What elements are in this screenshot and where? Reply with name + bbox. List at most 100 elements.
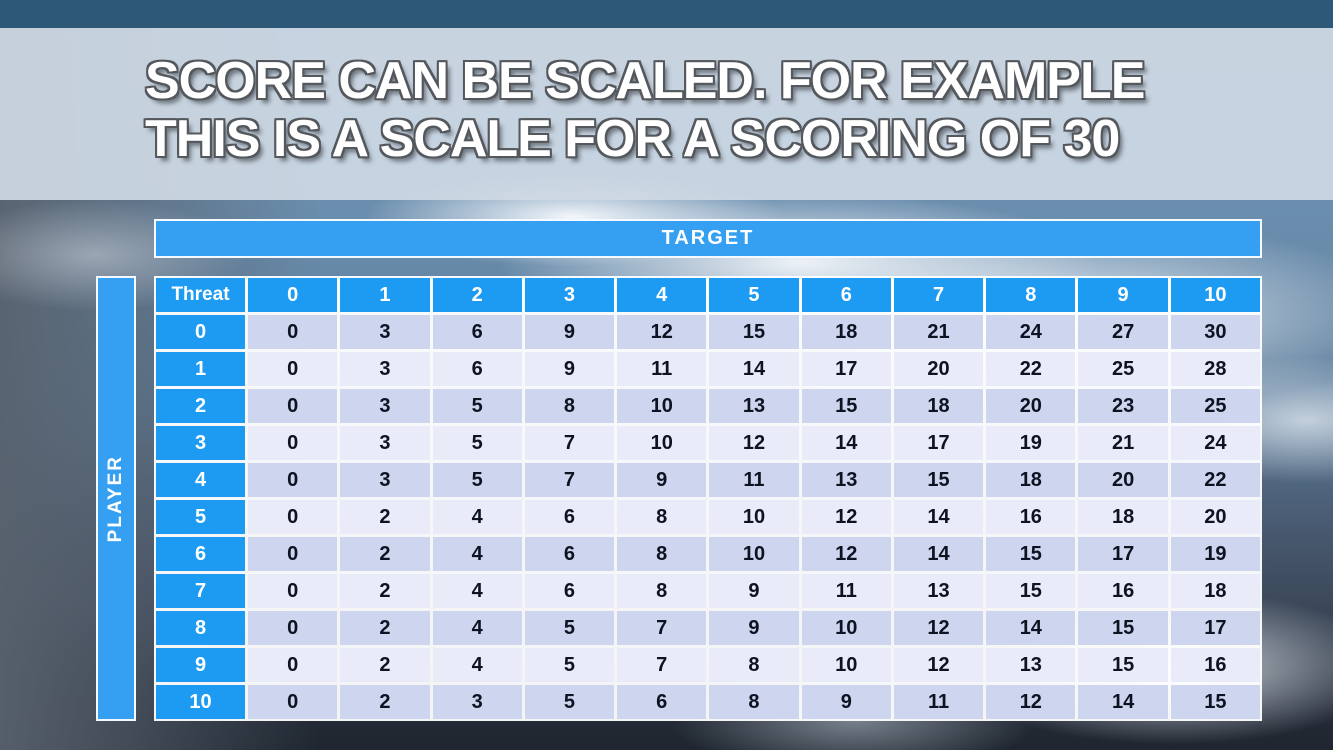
score-cell-r0-c6: 18 [801, 315, 891, 349]
score-cell-r7-c9: 16 [1078, 574, 1168, 608]
score-cell-r9-c0: 0 [248, 648, 338, 682]
score-cell-r8-c7: 12 [893, 611, 984, 645]
target-header-bar: TARGET [154, 219, 1262, 258]
score-cell-r10-c10: 15 [1170, 685, 1260, 719]
score-cell-r10-c3: 5 [524, 685, 615, 719]
score-cell-r9-c1: 2 [340, 648, 430, 682]
score-cell-r2-c9: 23 [1078, 389, 1168, 423]
score-cell-r5-c0: 0 [248, 500, 338, 534]
score-cell-r5-c2: 4 [432, 500, 522, 534]
score-cell-r9-c7: 12 [893, 648, 984, 682]
score-cell-r7-c4: 8 [617, 574, 707, 608]
score-cell-r5-c10: 20 [1170, 500, 1260, 534]
score-cell-r6-c10: 19 [1170, 537, 1260, 571]
score-cell-r4-c4: 9 [617, 463, 707, 497]
score-cell-r4-c3: 7 [524, 463, 615, 497]
score-cell-r5-c6: 12 [801, 500, 891, 534]
score-cell-r2-c10: 25 [1170, 389, 1260, 423]
score-cell-r0-c10: 30 [1170, 315, 1260, 349]
score-cell-r7-c6: 11 [801, 574, 891, 608]
row-header-0: 0 [156, 315, 245, 349]
score-cell-r10-c8: 12 [986, 685, 1076, 719]
score-cell-r6-c6: 12 [801, 537, 891, 571]
column-header-0: 0 [248, 278, 338, 312]
score-cell-r10-c9: 14 [1078, 685, 1168, 719]
score-cell-r6-c3: 6 [524, 537, 615, 571]
score-cell-r3-c4: 10 [617, 426, 707, 460]
score-cell-r6-c8: 15 [986, 537, 1076, 571]
score-cell-r0-c1: 3 [340, 315, 430, 349]
score-cell-r6-c1: 2 [340, 537, 430, 571]
column-header-3: 3 [524, 278, 615, 312]
slide-title-line-2: THIS IS A SCALE FOR A SCORING OF 30 [145, 110, 1120, 168]
score-cell-r2-c7: 18 [893, 389, 984, 423]
column-header-6: 6 [801, 278, 891, 312]
score-cell-r6-c4: 8 [617, 537, 707, 571]
score-cell-r0-c8: 24 [986, 315, 1076, 349]
score-cell-r1-c6: 17 [801, 352, 891, 386]
score-cell-r9-c3: 5 [524, 648, 615, 682]
score-cell-r7-c2: 4 [432, 574, 522, 608]
score-cell-r8-c0: 0 [248, 611, 338, 645]
score-cell-r5-c5: 10 [709, 500, 799, 534]
score-cell-r2-c1: 3 [340, 389, 430, 423]
score-cell-r3-c3: 7 [524, 426, 615, 460]
row-header-8: 8 [156, 611, 245, 645]
score-cell-r4-c9: 20 [1078, 463, 1168, 497]
score-cell-r1-c7: 20 [893, 352, 984, 386]
score-cell-r6-c0: 0 [248, 537, 338, 571]
score-cell-r8-c10: 17 [1170, 611, 1260, 645]
score-cell-r6-c7: 14 [893, 537, 984, 571]
score-cell-r9-c8: 13 [986, 648, 1076, 682]
score-cell-r2-c2: 5 [432, 389, 522, 423]
score-cell-r8-c9: 15 [1078, 611, 1168, 645]
score-cell-r2-c8: 20 [986, 389, 1076, 423]
score-cell-r3-c2: 5 [432, 426, 522, 460]
score-cell-r10-c7: 11 [893, 685, 984, 719]
score-cell-r3-c10: 24 [1170, 426, 1260, 460]
score-cell-r9-c4: 7 [617, 648, 707, 682]
score-cell-r10-c1: 2 [340, 685, 430, 719]
score-cell-r4-c10: 22 [1170, 463, 1260, 497]
score-cell-r3-c9: 21 [1078, 426, 1168, 460]
score-cell-r4-c1: 3 [340, 463, 430, 497]
score-cell-r4-c0: 0 [248, 463, 338, 497]
score-cell-r4-c7: 15 [893, 463, 984, 497]
score-cell-r3-c7: 17 [893, 426, 984, 460]
slide-title-line-1: SCORE CAN BE SCALED. FOR EXAMPLE [145, 52, 1145, 110]
score-cell-r7-c5: 9 [709, 574, 799, 608]
score-cell-r9-c2: 4 [432, 648, 522, 682]
top-band [0, 0, 1333, 28]
score-cell-r7-c3: 6 [524, 574, 615, 608]
score-cell-r4-c2: 5 [432, 463, 522, 497]
column-header-2: 2 [432, 278, 522, 312]
score-cell-r7-c10: 18 [1170, 574, 1260, 608]
row-header-4: 4 [156, 463, 245, 497]
score-cell-r1-c8: 22 [986, 352, 1076, 386]
row-header-10: 10 [156, 685, 245, 719]
score-cell-r0-c3: 9 [524, 315, 615, 349]
score-cell-r1-c1: 3 [340, 352, 430, 386]
score-cell-r1-c4: 11 [617, 352, 707, 386]
score-cell-r5-c3: 6 [524, 500, 615, 534]
score-cell-r5-c8: 16 [986, 500, 1076, 534]
row-header-2: 2 [156, 389, 245, 423]
score-cell-r10-c2: 3 [432, 685, 522, 719]
score-cell-r8-c1: 2 [340, 611, 430, 645]
score-cell-r10-c5: 8 [709, 685, 799, 719]
score-cell-r5-c9: 18 [1078, 500, 1168, 534]
score-cell-r5-c4: 8 [617, 500, 707, 534]
score-cell-r2-c5: 13 [709, 389, 799, 423]
score-cell-r0-c0: 0 [248, 315, 338, 349]
score-cell-r7-c0: 0 [248, 574, 338, 608]
score-cell-r5-c1: 2 [340, 500, 430, 534]
row-header-9: 9 [156, 648, 245, 682]
score-cell-r3-c8: 19 [986, 426, 1076, 460]
column-header-1: 1 [340, 278, 430, 312]
score-cell-r9-c6: 10 [801, 648, 891, 682]
threat-corner-header-cell: Threat [156, 278, 245, 312]
score-cell-r2-c6: 15 [801, 389, 891, 423]
column-header-4: 4 [617, 278, 707, 312]
title-band: SCORE CAN BE SCALED. FOR EXAMPLE THIS IS… [0, 28, 1333, 200]
